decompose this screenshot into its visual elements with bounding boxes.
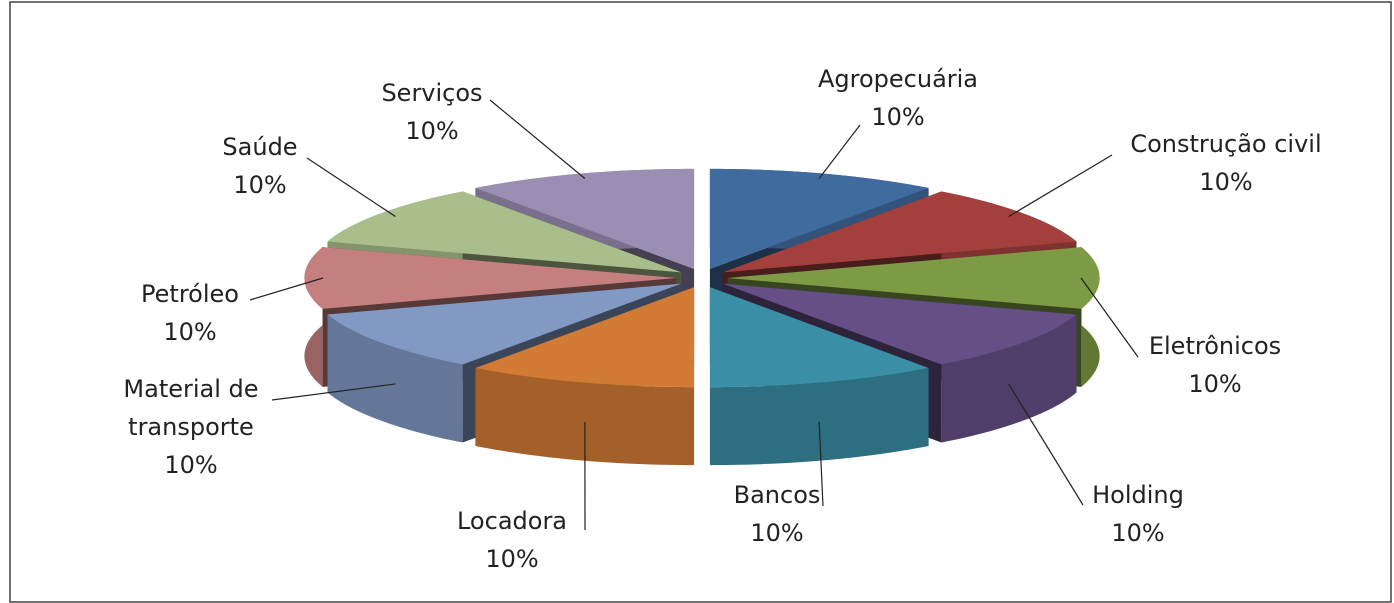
slice	[475, 287, 695, 466]
slice-top	[475, 287, 695, 388]
slice-top	[327, 283, 682, 365]
slice-side	[327, 314, 463, 443]
value-label: 10%	[1188, 370, 1241, 398]
slice-top	[727, 247, 1100, 309]
slice-top	[475, 168, 695, 269]
value-label: 10%	[163, 318, 216, 346]
category-label: Holding	[1092, 481, 1184, 509]
category-label: Construção civil	[1130, 130, 1321, 158]
label-line: Material de	[123, 375, 258, 403]
value-label: 10%	[164, 451, 217, 479]
slice-top	[709, 287, 929, 388]
category-label: Petróleo	[141, 280, 239, 308]
leader-line	[1008, 154, 1113, 218]
category-label: Saúde	[222, 133, 297, 161]
value-label: 10%	[485, 545, 538, 573]
slice-side	[475, 368, 695, 466]
category-label: Locadora	[457, 507, 567, 535]
leader-line	[1080, 277, 1139, 358]
value-label: 10%	[1111, 519, 1164, 547]
value-label: 10%	[1199, 168, 1252, 196]
category-label: Agropecuária	[818, 65, 978, 93]
slice-top	[709, 168, 929, 269]
slice-top	[722, 283, 1077, 365]
leader-line	[249, 277, 324, 301]
value-label: 10%	[233, 171, 286, 199]
slice-top	[722, 191, 1077, 273]
category-label: Serviços	[381, 79, 482, 107]
slice	[709, 287, 929, 466]
value-label: 10%	[871, 103, 924, 131]
slice-side	[709, 368, 929, 466]
category-label: Eletrônicos	[1149, 332, 1281, 360]
value-label: 10%	[405, 117, 458, 145]
leader-line	[1008, 383, 1084, 506]
label-line: transporte	[128, 413, 254, 441]
leader-line	[271, 383, 396, 401]
category-label: Material de transporte	[123, 375, 258, 441]
leader-line	[306, 157, 396, 218]
value-label: 10%	[750, 519, 803, 547]
slice-side	[941, 314, 1077, 443]
leader-line	[818, 124, 861, 179]
chart-frame	[9, 1, 1392, 603]
slice-top	[327, 191, 682, 273]
category-label: Bancos	[734, 481, 821, 509]
slice-top	[304, 247, 677, 309]
leader-line	[818, 421, 824, 507]
leader-line	[489, 99, 586, 179]
